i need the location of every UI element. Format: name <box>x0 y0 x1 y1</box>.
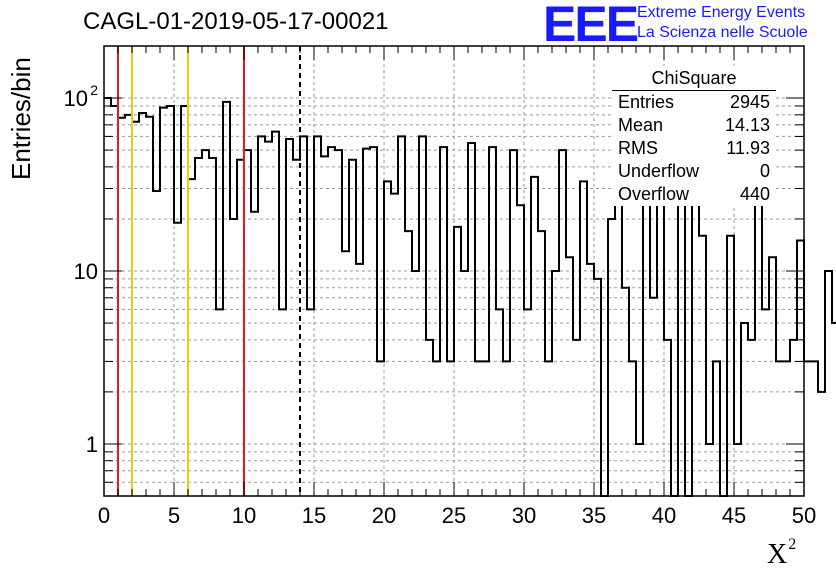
stats-title: ChiSquare <box>612 66 776 91</box>
x-tick-label: 0 <box>98 503 110 528</box>
x-axis-label-superscript: 2 <box>788 536 797 553</box>
x-tick-label: 5 <box>168 503 180 528</box>
x-tick-label: 10 <box>232 503 256 528</box>
y-axis-label: Entries/bin <box>6 57 36 180</box>
y-tick-label: 10 <box>64 86 88 111</box>
stats-row: Overflow 440 <box>612 183 776 206</box>
y-tick-label: 10 <box>74 259 98 284</box>
x-tick-label: 45 <box>722 503 746 528</box>
stats-row-label: Entries <box>618 92 675 112</box>
stats-row-label: Underflow <box>618 161 700 181</box>
stats-row: RMS 11.93 <box>612 137 776 160</box>
logo-line-1: Extreme Energy Events <box>637 4 806 21</box>
x-tick-label: 15 <box>302 503 326 528</box>
stats-row: Mean 14.13 <box>612 114 776 137</box>
stats-row: Underflow 0 <box>612 160 776 183</box>
x-axis-label-main: X <box>767 539 788 570</box>
stats-row-value: 440 <box>739 184 770 204</box>
stats-row: Entries 2945 <box>612 91 776 114</box>
x-tick-label: 30 <box>512 503 536 528</box>
x-tick-label: 25 <box>442 503 466 528</box>
x-tick-label: 20 <box>372 503 396 528</box>
y-tick-label: 1 <box>86 432 98 457</box>
stats-row-label: Overflow <box>618 184 690 204</box>
chart-title: CAGL-01-2019-05-17-00021 <box>83 8 389 35</box>
x-axis-label: X2 <box>767 536 796 571</box>
stats-row-value: 14.13 <box>724 115 770 135</box>
stats-row-value: 0 <box>759 161 770 181</box>
stats-row-label: Mean <box>618 115 664 135</box>
logo-line-2: La Scienza nelle Scuole <box>637 24 808 41</box>
stats-box: ChiSquare Entries 2945 Mean 14.13 RMS 11.93 Un… <box>612 66 776 206</box>
x-tick-label: 50 <box>792 503 816 528</box>
stats-rows: Entries 2945 Mean 14.13 RMS 11.93 Underflow 0 Ov… <box>612 91 776 206</box>
x-tick-label: 35 <box>582 503 606 528</box>
stats-row-label: RMS <box>618 138 658 158</box>
stats-row-value: 2945 <box>729 92 770 112</box>
logo-caption: Extreme Energy Events La Scienza nelle S… <box>637 3 808 43</box>
y-tick-label-exponent: 2 <box>90 82 98 98</box>
eee-logo: EEE <box>543 0 639 52</box>
stats-row-value: 11.93 <box>726 138 770 158</box>
cut-lines <box>117 46 301 496</box>
x-tick-label: 40 <box>652 503 676 528</box>
